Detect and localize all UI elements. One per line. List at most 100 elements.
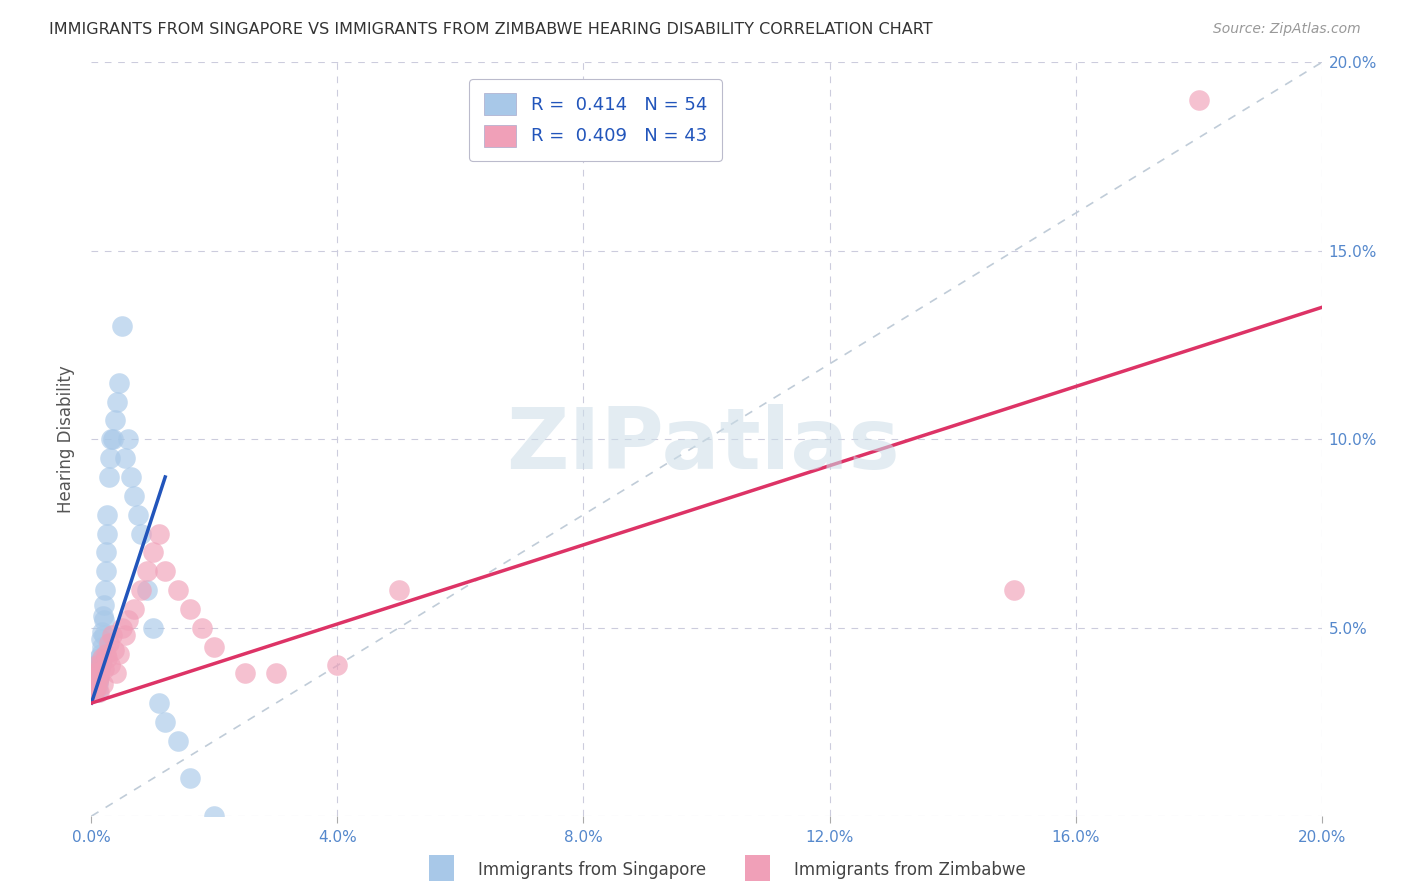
Point [84,658,107,673]
Point [166,583,188,598]
Point [96,651,118,665]
Point [148,526,170,541]
Point [86,665,108,680]
Point [83,685,105,699]
Point [86,673,108,688]
Point [129,583,152,598]
Point [108,647,131,661]
Point [233,665,256,680]
Point [82,681,104,695]
Point [91,677,114,691]
Point [82,677,104,691]
Point [117,613,139,627]
Point [90,658,112,673]
Point [89,670,111,684]
Point [153,564,177,578]
Point [97,636,120,650]
Point [93,662,115,676]
Point [103,643,125,657]
Point [96,508,118,522]
Point [1002,583,1025,598]
Point [93,613,115,627]
Point [114,451,136,466]
Point [83,662,105,676]
Point [84,670,107,684]
Point [179,772,201,786]
Legend: R =  0.414   N = 54, R =  0.409   N = 43: R = 0.414 N = 54, R = 0.409 N = 43 [470,79,721,161]
Point [326,658,349,673]
Point [142,621,165,635]
Point [105,665,127,680]
Point [111,621,134,635]
Point [86,681,108,695]
Point [105,394,128,409]
Point [153,714,177,729]
Point [100,433,122,447]
Point [89,655,111,669]
Point [82,673,104,688]
Text: Immigrants from Singapore: Immigrants from Singapore [478,861,706,879]
Point [84,673,107,688]
Point [82,670,104,684]
Point [83,681,105,695]
Point [86,673,108,688]
Y-axis label: Hearing Disability: Hearing Disability [58,366,76,513]
Point [98,451,121,466]
Point [87,665,110,680]
Point [179,602,201,616]
Text: Immigrants from Zimbabwe: Immigrants from Zimbabwe [794,861,1026,879]
Point [87,665,110,680]
Point [89,662,111,676]
Point [84,677,107,691]
Point [83,673,105,688]
Point [124,602,146,616]
Point [135,583,157,598]
Point [86,658,108,673]
Point [129,526,152,541]
Point [91,609,114,624]
Point [166,733,188,747]
Point [127,508,149,522]
Point [91,624,114,639]
Point [90,647,112,661]
Text: IMMIGRANTS FROM SINGAPORE VS IMMIGRANTS FROM ZIMBABWE HEARING DISABILITY CORRELA: IMMIGRANTS FROM SINGAPORE VS IMMIGRANTS … [49,22,932,37]
Point [388,583,411,598]
Point [202,640,225,654]
Point [84,685,107,699]
Point [100,628,122,642]
Point [104,413,127,427]
Point [87,685,110,699]
Point [97,470,120,484]
Point [111,319,134,334]
Point [90,655,112,669]
Text: ZIPatlas: ZIPatlas [506,404,900,488]
Point [94,647,117,661]
Point [94,583,117,598]
Point [1187,93,1209,107]
Point [191,621,214,635]
Point [86,677,108,691]
Point [108,376,131,390]
Point [101,433,124,447]
Text: Source: ZipAtlas.com: Source: ZipAtlas.com [1213,22,1361,37]
Point [93,628,115,642]
Point [264,665,287,680]
Point [87,651,110,665]
Point [124,489,146,503]
Point [142,545,165,559]
Point [117,433,139,447]
Point [96,545,117,559]
Point [90,632,112,646]
Point [202,809,225,823]
Point [93,598,115,612]
Point [96,526,118,541]
Point [135,564,157,578]
Point [86,685,108,699]
Point [89,670,111,684]
Point [94,564,117,578]
Point [90,651,112,665]
Point [120,470,142,484]
Point [98,658,121,673]
Point [114,628,136,642]
Point [86,658,108,673]
